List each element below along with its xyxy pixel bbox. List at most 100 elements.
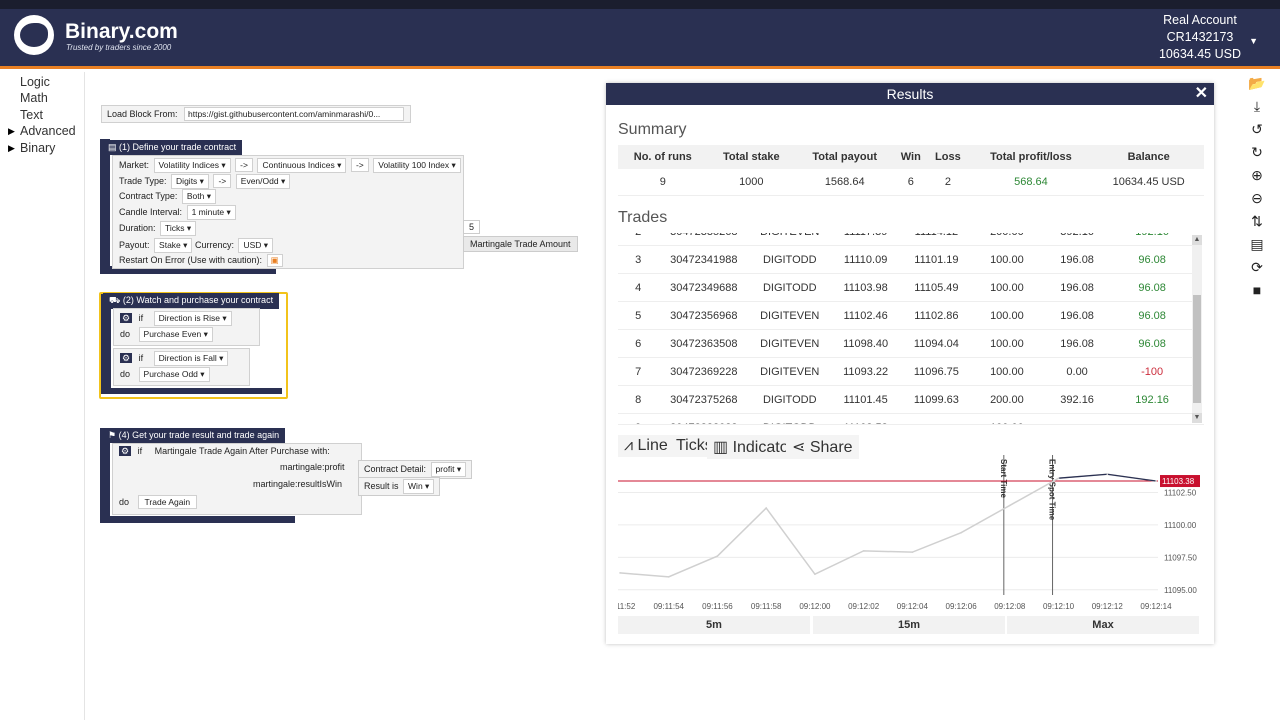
gear-icon[interactable]: ⚙ <box>120 353 133 363</box>
table-cell: 11094.04 <box>901 329 972 358</box>
block1-title[interactable]: ▤ (1) Define your trade contract <box>102 140 243 155</box>
toolbox-text[interactable]: Text <box>20 108 43 122</box>
price-chart[interactable]: 11095.00 11097.50 11100.00 11102.50 Start Ti… <box>618 455 1200 615</box>
arrow: -> <box>213 174 232 188</box>
period-15m[interactable]: 15m <box>813 616 1005 634</box>
gear-icon[interactable]: ⚙ <box>120 313 133 323</box>
purchase-odd[interactable]: Purchase Odd ▾ <box>138 367 210 382</box>
chart-tab-share[interactable]: ⋖ Share <box>786 435 859 459</box>
table-cell: DIGITODD <box>749 385 831 414</box>
data-point <box>619 572 621 574</box>
table-cell: 2 <box>618 233 659 246</box>
result-is-block[interactable]: Result is Win ▾ <box>358 477 441 496</box>
gear-icon[interactable]: ⚙ <box>119 446 132 456</box>
load-block-url[interactable]: https://gist.githubusercontent.com/aminm… <box>184 107 404 121</box>
flag-icon: ⚑ <box>108 430 119 440</box>
direction-condition[interactable]: Direction is Rise ▾ <box>153 311 232 326</box>
load-block[interactable]: Load Block From: https://gist.githubuser… <box>101 105 411 123</box>
expand-arrow-icon[interactable]: ▶ <box>8 143 15 153</box>
table-cell: 9 <box>618 413 659 424</box>
price-series-line <box>619 473 1157 578</box>
toolbox-math[interactable]: Math <box>20 91 48 105</box>
recent-series-line <box>1058 473 1157 482</box>
trade-type-select[interactable]: Digits ▾ <box>171 174 209 189</box>
duration-value[interactable]: 5 <box>463 220 481 234</box>
scroll-up-icon[interactable]: ▲ <box>1192 235 1202 245</box>
market-row: Market: Volatility Indices ▾ -> Continuo… <box>119 158 461 173</box>
period-5m[interactable]: 5m <box>618 616 810 634</box>
table-cell: 196.08 <box>1042 329 1113 358</box>
account-switcher[interactable]: Real Account CR1432173 10634.45 USD <box>1159 12 1241 63</box>
trade-subtype-select[interactable]: Even/Odd ▾ <box>235 174 291 189</box>
table-cell: 11093.22 <box>830 357 901 386</box>
arg1-label: martingale:profit <box>280 462 345 472</box>
if-row-1: ⚙ if Direction is Rise ▾ <box>120 311 232 326</box>
block2-title[interactable]: ⛟ (2) Watch and purchase your contract <box>103 293 280 309</box>
table-cell: 30472363508 <box>658 329 750 358</box>
table-cell: DIGITEVEN <box>749 233 831 246</box>
y-tick-label: 11095.00 <box>1164 586 1197 595</box>
sort-icon[interactable]: ⇅ <box>1251 213 1263 229</box>
log-icon[interactable]: ▤ <box>1250 236 1264 252</box>
redo-icon[interactable]: ↻ <box>1251 144 1263 160</box>
direction-condition[interactable]: Direction is Fall ▾ <box>153 351 229 366</box>
scroll-thumb[interactable] <box>1193 295 1201 403</box>
duration-unit-select[interactable]: Ticks ▾ <box>160 221 197 236</box>
chart-tab-line[interactable]: ⩘ Line <box>618 435 674 457</box>
data-point <box>765 507 767 509</box>
amount-block[interactable]: Martingale Trade Amount <box>463 236 578 252</box>
purchase-even[interactable]: Purchase Even ▾ <box>138 327 213 342</box>
summary-header: No. of runs <box>618 145 708 169</box>
stop-icon[interactable]: ■ <box>1252 282 1262 298</box>
results-title: Results <box>606 83 1214 105</box>
reload-icon[interactable]: ⟳ <box>1251 259 1263 275</box>
chevron-down-icon[interactable]: ▼ <box>1249 36 1258 46</box>
indicators-icon: ▥ <box>713 439 733 456</box>
expand-arrow-icon[interactable]: ▶ <box>8 126 15 136</box>
block4-title[interactable]: ⚑ (4) Get your trade result and trade ag… <box>102 428 286 443</box>
table-cell: 100.00 <box>971 413 1042 424</box>
trades-table-wrap[interactable]: 230472335268DIGITEVEN11117.3911114.12200… <box>618 233 1204 425</box>
duration-row: Duration: Ticks ▾ <box>119 221 197 236</box>
toolbox-logic[interactable]: Logic <box>20 75 50 89</box>
zoom-in-icon[interactable]: ⊕ <box>1251 167 1263 183</box>
chart-tab-ticks[interactable]: Ticks <box>670 435 719 457</box>
undo-icon[interactable]: ↺ <box>1251 121 1263 137</box>
data-point <box>911 551 914 553</box>
table-cell: 30472382028 <box>658 413 750 424</box>
submarket-select[interactable]: Continuous Indices ▾ <box>257 158 347 173</box>
contract-type-select[interactable]: Both ▾ <box>181 189 217 204</box>
table-cell: 11102.46 <box>830 301 901 330</box>
toolbox-advanced[interactable]: Advanced <box>20 124 76 138</box>
scroll-down-icon[interactable]: ▼ <box>1192 413 1202 423</box>
x-tick-label: 09:11:58 <box>751 602 782 611</box>
martingale-function[interactable]: Martingale Trade Again After Purchase wi… <box>154 446 330 456</box>
table-cell: 100.00 <box>971 273 1042 302</box>
close-icon[interactable]: ✕ <box>1194 85 1208 102</box>
table-row: 6 30472363508 DIGITEVEN 11098.40 11094.04 100… <box>618 329 1192 358</box>
market-select[interactable]: Volatility Indices ▾ <box>153 158 231 173</box>
do-row-2: do Purchase Odd ▾ <box>120 367 210 382</box>
restart-checkbox[interactable]: ▣ <box>266 254 283 267</box>
period-max[interactable]: Max <box>1007 616 1199 634</box>
payout-select[interactable]: Stake ▾ <box>154 238 193 253</box>
table-cell: 4 <box>618 273 659 302</box>
currency-select[interactable]: USD ▾ <box>238 238 274 253</box>
zoom-out-icon[interactable]: ⊖ <box>1251 190 1263 206</box>
block4-frame <box>100 428 110 523</box>
open-icon[interactable]: 📂 <box>1248 75 1266 91</box>
table-row: 8 30472375268 DIGITODD 11101.45 11099.63 200.… <box>618 385 1192 414</box>
table-cell: 196.08 <box>1042 301 1113 330</box>
data-point <box>1106 473 1109 476</box>
logo[interactable] <box>14 15 54 55</box>
candle-select[interactable]: 1 minute ▾ <box>186 205 236 220</box>
toolbox-binary[interactable]: Binary <box>20 141 56 155</box>
download-icon[interactable]: ⤓ <box>1253 98 1261 114</box>
trades-scrollbar[interactable]: ▲ ▼ <box>1192 235 1202 423</box>
symbol-select[interactable]: Volatility 100 Index ▾ <box>373 158 461 173</box>
trade-again-block[interactable]: Trade Again <box>137 495 198 509</box>
header: Binary.com Trusted by traders since 2000… <box>0 9 1280 69</box>
y-tick-label: 11097.50 <box>1164 553 1197 562</box>
summary-header: Loss <box>927 145 969 169</box>
summary-runs: 9 <box>618 169 708 196</box>
